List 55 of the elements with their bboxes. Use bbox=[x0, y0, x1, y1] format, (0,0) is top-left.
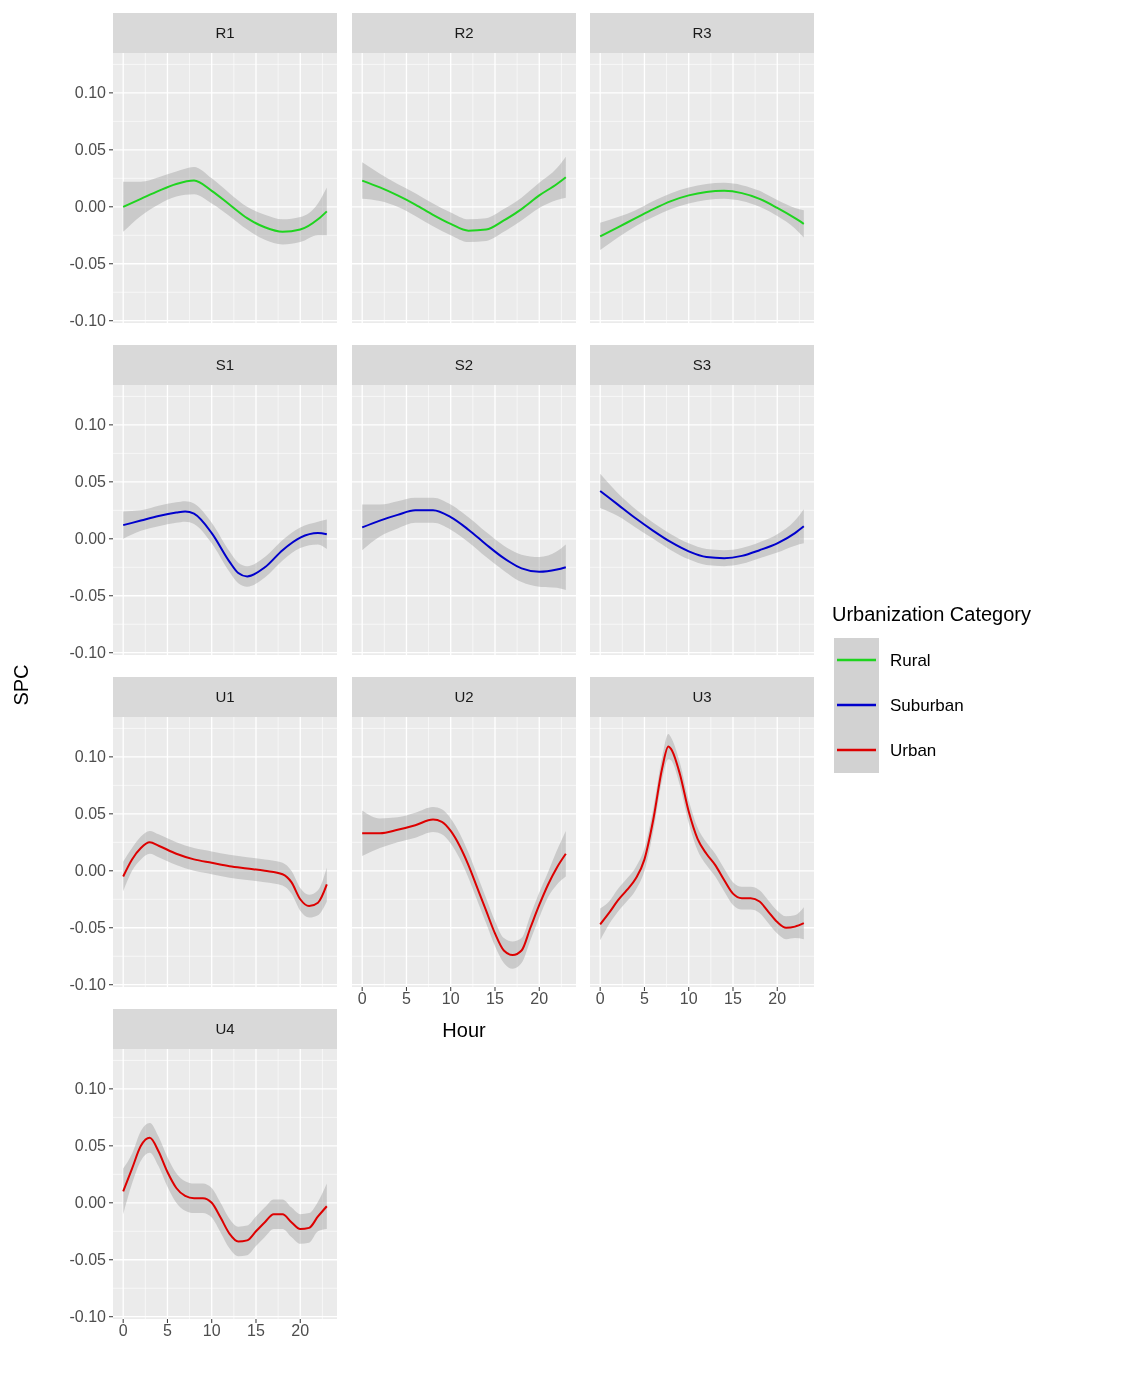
y-tick-label: -0.10 bbox=[69, 644, 107, 662]
x-tick-label: 5 bbox=[402, 990, 411, 1007]
y-tick-label: 0.05 bbox=[74, 473, 107, 491]
chart-title: R2 bbox=[454, 24, 474, 42]
y-tick-label: -0.10 bbox=[69, 1308, 107, 1326]
x-tick-label: 0 bbox=[118, 1322, 128, 1339]
line-series bbox=[122, 841, 328, 908]
chart-title: R3 bbox=[692, 24, 712, 42]
y-tick-label: 0.05 bbox=[74, 805, 107, 823]
legend-title: Urbanization Category bbox=[832, 603, 1031, 625]
x-tick-label: 15 bbox=[486, 990, 504, 1007]
chart-title: S3 bbox=[692, 356, 712, 374]
x-tick-label: 15 bbox=[247, 1322, 265, 1339]
chart-title: S2 bbox=[454, 356, 474, 374]
y-tick-label: -0.05 bbox=[69, 255, 107, 273]
x-tick-label: 15 bbox=[724, 990, 742, 1007]
legend-label: Suburban bbox=[890, 695, 964, 715]
y-tick-label: -0.10 bbox=[69, 312, 107, 330]
y-tick-label: -0.05 bbox=[69, 1251, 107, 1269]
x-tick-label: 10 bbox=[679, 990, 698, 1007]
x-tick-label: 20 bbox=[530, 990, 549, 1007]
chart-title: U4 bbox=[215, 1020, 235, 1038]
y-tick-label: -0.10 bbox=[69, 976, 107, 994]
y-axis-title: SPC bbox=[10, 664, 32, 706]
y-tick-label: 0.00 bbox=[74, 530, 107, 548]
y-tick-label: 0.10 bbox=[74, 416, 107, 434]
x-tick-label: 0 bbox=[357, 990, 367, 1007]
x-tick-label: 5 bbox=[163, 1322, 172, 1339]
chart-title: R1 bbox=[215, 24, 235, 42]
x-tick-label: 10 bbox=[441, 990, 460, 1007]
y-tick-label: 0.00 bbox=[74, 1194, 107, 1212]
y-tick-label: 0.00 bbox=[74, 862, 107, 880]
y-tick-label: -0.05 bbox=[69, 919, 107, 937]
x-tick-label: 20 bbox=[768, 990, 787, 1007]
x-tick-label: 20 bbox=[291, 1322, 310, 1339]
x-tick-label: 10 bbox=[202, 1322, 221, 1339]
chart-title: U3 bbox=[692, 688, 712, 706]
y-tick-label: -0.05 bbox=[69, 587, 107, 605]
x-tick-label: 0 bbox=[595, 990, 605, 1007]
line-series bbox=[122, 179, 328, 233]
y-tick-label: 0.05 bbox=[74, 1137, 107, 1155]
chart-title: U2 bbox=[454, 688, 474, 706]
y-tick-label: 0.10 bbox=[74, 1080, 107, 1098]
x-tick-label: 5 bbox=[640, 990, 649, 1007]
legend-label: Urban bbox=[890, 740, 937, 760]
x-axis-title: Hour bbox=[442, 1019, 487, 1041]
y-tick-label: 0.10 bbox=[74, 84, 107, 102]
chart-title: U1 bbox=[215, 688, 235, 706]
line-series bbox=[122, 1136, 328, 1243]
y-tick-label: 0.00 bbox=[74, 198, 107, 216]
line-series bbox=[122, 510, 328, 578]
chart-title: S1 bbox=[215, 356, 235, 374]
y-tick-label: 0.10 bbox=[74, 748, 107, 766]
y-tick-label: 0.05 bbox=[74, 141, 107, 159]
legend-label: Rural bbox=[890, 650, 931, 670]
